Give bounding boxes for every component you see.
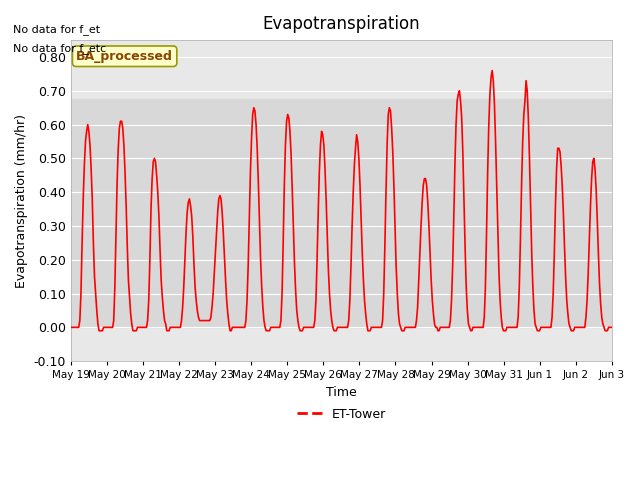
Y-axis label: Evapotranspiration (mm/hr): Evapotranspiration (mm/hr) bbox=[15, 114, 28, 288]
Text: No data for f_et: No data for f_et bbox=[13, 24, 100, 35]
X-axis label: Time: Time bbox=[326, 386, 356, 399]
Title: Evapotranspiration: Evapotranspiration bbox=[262, 15, 420, 33]
Text: No data for f_etc: No data for f_etc bbox=[13, 43, 106, 54]
Text: BA_processed: BA_processed bbox=[76, 50, 173, 63]
Legend: ET-Tower: ET-Tower bbox=[292, 403, 391, 425]
Bar bbox=[71, 99, 612, 327]
